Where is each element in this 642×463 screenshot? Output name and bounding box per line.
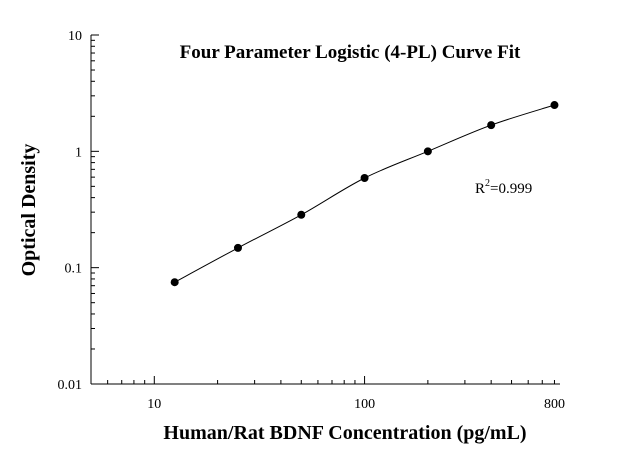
data-point — [360, 173, 369, 182]
axes — [90, 35, 560, 385]
data-point — [550, 101, 559, 110]
y-tick-label: 0.1 — [65, 262, 83, 277]
x-tick-label: 10 — [147, 397, 161, 412]
x-tick-label: 800 — [544, 397, 565, 412]
y-tick-labels: 0.01 0.1 1 10 — [58, 29, 83, 393]
x-tick-label: 100 — [354, 397, 375, 412]
chart-title: Four Parameter Logistic (4-PL) Curve Fit — [180, 42, 521, 63]
data-point — [233, 243, 242, 252]
data-point — [487, 121, 496, 130]
r-squared-base: R — [475, 181, 485, 197]
data-point — [170, 278, 179, 287]
r-squared-value: =0.999 — [490, 181, 532, 197]
x-tick-labels: 10 100 800 — [147, 397, 565, 412]
r-squared-superscript: 2 — [485, 178, 490, 189]
data-points — [170, 101, 559, 287]
y-ticks — [91, 34, 99, 385]
data-point — [297, 210, 306, 219]
y-tick-label: 0.01 — [58, 378, 83, 393]
r-squared-annotation: R2=0.999 — [475, 178, 532, 197]
y-tick-label: 1 — [75, 145, 82, 160]
x-ticks — [90, 376, 555, 384]
data-point — [423, 147, 432, 156]
y-tick-label: 10 — [68, 29, 82, 44]
y-axis-title: Optical Density — [18, 144, 40, 277]
x-axis-title: Human/Rat BDNF Concentration (pg/mL) — [163, 422, 526, 444]
